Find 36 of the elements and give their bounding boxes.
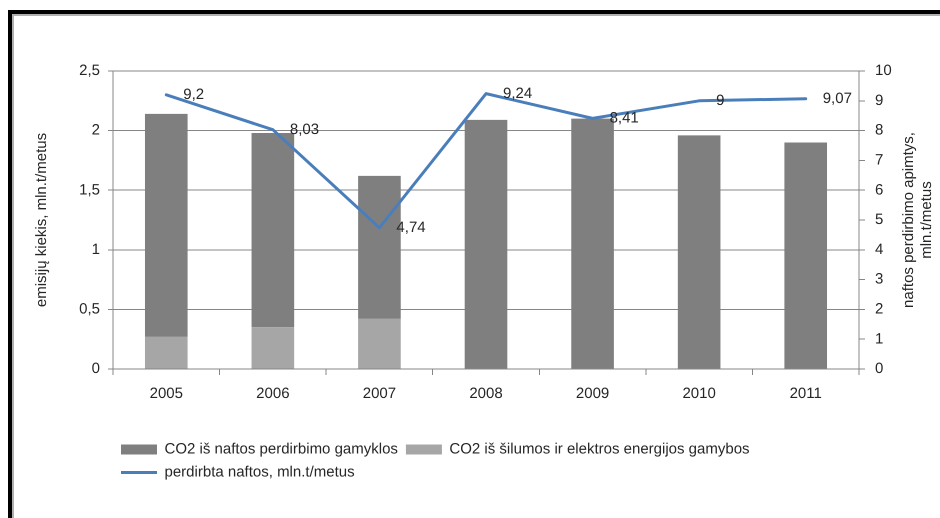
- legend-label: CO2 iš naftos perdirbimo gamyklos: [164, 440, 398, 458]
- y2-tick-label: 2: [875, 300, 884, 318]
- y2-tick-label: 4: [875, 240, 884, 258]
- y2-tick-label: 9: [875, 92, 884, 109]
- y-tick-label: 0,5: [79, 300, 100, 318]
- y2-axis-title: naftos perdirbimo apimtys, mln.t/metus: [900, 132, 936, 308]
- x-tick-label: 2009: [576, 385, 610, 402]
- y2-tick-label: 3: [875, 270, 884, 288]
- y-tick-label: 1,5: [79, 181, 100, 198]
- data-label: 9,07: [822, 90, 852, 107]
- legend-label: perdirbta naftos, mln.t/metus: [164, 464, 355, 481]
- y-axis-title: emisijų kiekis, mln.t/metus: [33, 132, 50, 308]
- data-label: 9,2: [183, 86, 204, 103]
- x-tick-label: 2006: [256, 385, 290, 402]
- x-tick-label: 2005: [150, 385, 183, 402]
- legend-label: CO2 iš šilumos ir elektros energijos gamybos: [449, 440, 750, 458]
- y2-tick-label: 1: [875, 330, 884, 348]
- y2-tick-label: 10: [875, 62, 892, 80]
- x-tick-label: 2010: [682, 385, 716, 402]
- x-tick-label: 2007: [362, 385, 396, 402]
- y2-tick-label: 0: [875, 360, 884, 378]
- x-tick-label: 2011: [790, 385, 822, 402]
- y2-tick-label: 6: [875, 181, 884, 198]
- y-tick-label: 2: [92, 122, 100, 139]
- bar: [252, 327, 294, 368]
- data-label: 9,24: [503, 84, 532, 102]
- y2-tick-label: 7: [875, 152, 884, 169]
- bar: [358, 318, 401, 368]
- data-label: 8,41: [610, 110, 639, 127]
- x-tick-label: 2008: [469, 385, 503, 402]
- bar: [144, 336, 188, 368]
- y-tick-label: 1: [92, 240, 100, 258]
- y-tick-label: 2,5: [79, 62, 100, 80]
- y2-tick-label: 8: [875, 122, 884, 139]
- y-tick-label: 0: [92, 360, 100, 378]
- y2-tick-label: 5: [875, 211, 884, 228]
